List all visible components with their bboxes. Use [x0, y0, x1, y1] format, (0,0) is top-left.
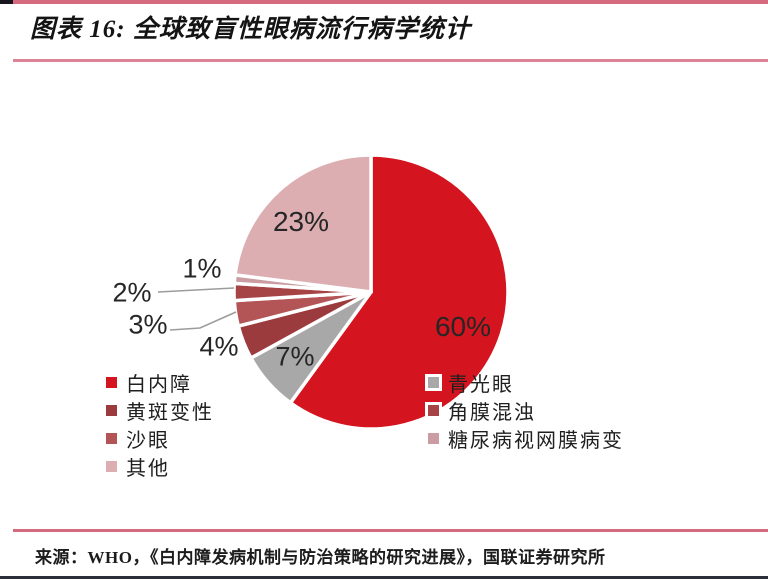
- leader-line-2pct: [157, 287, 235, 293]
- legend-swatch-other: [106, 460, 117, 472]
- slice-label-trachoma: 3%: [128, 309, 168, 340]
- legend-swatch-diabetic-retinopathy: [428, 432, 439, 444]
- legend-item-cataract: 白内障: [106, 368, 214, 396]
- legend-label-corneal-opacity: 角膜混浊: [448, 401, 536, 424]
- top-rule-black-segment: [0, 0, 13, 4]
- slice-label-other: 23%: [272, 206, 330, 237]
- legend-label-other: 其他: [126, 457, 170, 480]
- legend-item-glaucoma: 青光眼: [428, 368, 624, 396]
- slice-label-cataract: 60%: [434, 311, 492, 342]
- legend-swatch-corneal-opacity: [428, 404, 439, 416]
- legend-swatch-macular-degeneration: [106, 404, 117, 416]
- page-title: 图表 16: 全球致盲性眼病流行病学统计: [30, 16, 471, 43]
- leader-line-3pct: [169, 311, 237, 331]
- legend-right-column: 青光眼 角膜混浊 糖尿病视网膜病变: [428, 368, 624, 452]
- legend-swatch-trachoma: [106, 432, 117, 444]
- legend-label-trachoma: 沙眼: [126, 429, 170, 452]
- legend-label-cataract: 白内障: [126, 373, 192, 396]
- legend-item-corneal-opacity: 角膜混浊: [428, 396, 624, 424]
- slice-label-macular-degeneration: 4%: [199, 331, 239, 362]
- legend-item-other: 其他: [106, 452, 214, 480]
- legend-item-trachoma: 沙眼: [106, 424, 214, 452]
- legend-label-diabetic-retinopathy: 糖尿病视网膜病变: [448, 429, 624, 452]
- top-rule: [13, 0, 768, 4]
- legend-swatch-cataract: [106, 376, 117, 388]
- legend-item-macular-degeneration: 黄斑变性: [106, 396, 214, 424]
- bottom-rule: [0, 576, 768, 579]
- legend-item-diabetic-retinopathy: 糖尿病视网膜病变: [428, 424, 624, 452]
- pie-slice-6: [233, 153, 373, 294]
- source-divider: [13, 529, 768, 532]
- slice-label-diabetic-retinopathy: 1%: [182, 253, 222, 284]
- legend-label-macular-degeneration: 黄斑变性: [126, 401, 214, 424]
- legend-label-glaucoma: 青光眼: [448, 373, 514, 396]
- title-divider: [13, 59, 768, 62]
- pie-slices: [232, 153, 510, 431]
- legend-left-column: 白内障 黄斑变性 沙眼 其他: [106, 368, 214, 480]
- legend-swatch-glaucoma: [428, 376, 439, 388]
- pie-slice-0: [288, 153, 510, 431]
- slice-label-corneal-opacity: 2%: [112, 277, 152, 308]
- source-note: 来源：WHO，《白内障发病机制与防治策略的研究进展》，国联证券研究所: [35, 548, 606, 567]
- slice-label-glaucoma: 7%: [275, 341, 315, 372]
